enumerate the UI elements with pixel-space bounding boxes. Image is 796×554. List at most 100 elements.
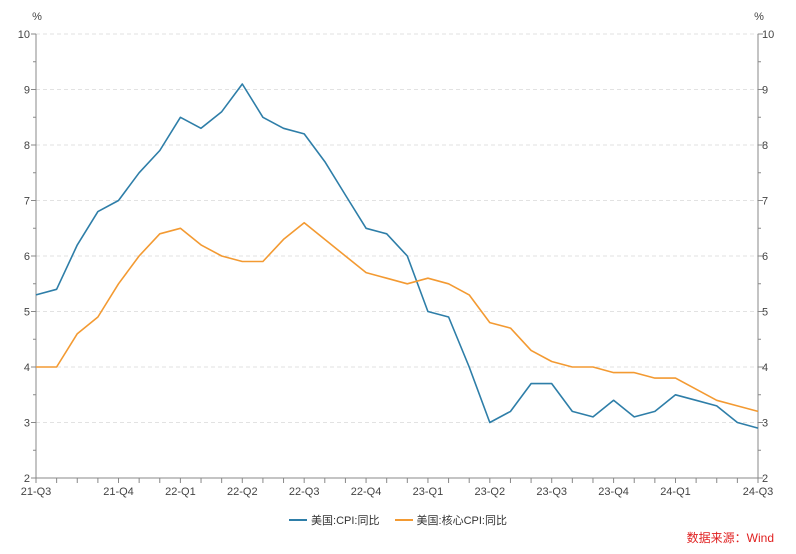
y-tick-label-right: 2 bbox=[762, 473, 768, 485]
x-tick-label: 23-Q2 bbox=[475, 486, 506, 498]
data-point bbox=[385, 232, 389, 236]
data-point bbox=[715, 404, 719, 408]
data-point bbox=[673, 393, 677, 397]
data-point bbox=[591, 415, 595, 419]
data-point bbox=[282, 126, 286, 130]
series-line-cpi bbox=[35, 83, 759, 429]
y-axis-unit-right: % bbox=[754, 11, 764, 23]
data-point bbox=[261, 260, 265, 264]
data-point bbox=[426, 310, 430, 314]
data-point bbox=[694, 398, 698, 402]
data-point bbox=[343, 254, 347, 258]
x-tick-label: 21-Q4 bbox=[103, 486, 134, 498]
x-tick-label: 22-Q1 bbox=[165, 486, 196, 498]
data-point bbox=[220, 110, 224, 114]
series-line-core-cpi bbox=[36, 221, 759, 413]
data-point bbox=[364, 226, 368, 230]
x-tick-label: 22-Q2 bbox=[227, 486, 258, 498]
data-point bbox=[653, 409, 657, 413]
data-point bbox=[488, 321, 492, 325]
data-point bbox=[199, 243, 203, 247]
x-tick-label: 22-Q4 bbox=[351, 486, 382, 498]
data-point bbox=[158, 232, 162, 236]
data-point bbox=[302, 221, 306, 225]
data-point bbox=[302, 132, 306, 136]
data-point bbox=[405, 282, 409, 286]
data-point bbox=[158, 149, 162, 153]
data-point bbox=[612, 371, 616, 375]
x-tick-label: 23-Q3 bbox=[536, 486, 567, 498]
data-point bbox=[694, 387, 698, 391]
data-point bbox=[508, 326, 512, 330]
data-point bbox=[117, 199, 121, 203]
x-tick-label: 22-Q3 bbox=[289, 486, 320, 498]
data-point bbox=[117, 282, 121, 286]
x-tick-label: 23-Q1 bbox=[413, 486, 444, 498]
y-tick-label-left: 6 bbox=[24, 251, 30, 263]
data-point bbox=[96, 315, 100, 319]
y-tick-label-right: 7 bbox=[762, 196, 768, 208]
legend-item-cpi[interactable]: 美国:CPI:同比 bbox=[289, 512, 379, 528]
data-point bbox=[75, 332, 79, 336]
data-point bbox=[467, 293, 471, 297]
data-point bbox=[426, 276, 430, 280]
data-point bbox=[529, 348, 533, 352]
y-tick-label-left: 2 bbox=[24, 473, 30, 485]
y-tick-label-right: 6 bbox=[762, 251, 768, 263]
y-tick-label-left: 8 bbox=[24, 140, 30, 152]
data-point bbox=[34, 365, 38, 369]
legend-label-core-cpi: 美国:核心CPI:同比 bbox=[416, 515, 507, 527]
y-tick-label-left: 7 bbox=[24, 196, 30, 208]
y-tick-label-right: 3 bbox=[762, 418, 768, 430]
data-point bbox=[55, 287, 59, 291]
data-point bbox=[467, 365, 471, 369]
data-point bbox=[735, 404, 739, 408]
data-point bbox=[240, 82, 244, 86]
data-point bbox=[199, 126, 203, 130]
legend-label-cpi: 美国:CPI:同比 bbox=[311, 515, 380, 527]
data-point bbox=[220, 254, 224, 258]
data-point bbox=[447, 315, 451, 319]
y-tick-label-left: 10 bbox=[18, 29, 30, 41]
x-tick-label: 21-Q3 bbox=[21, 486, 52, 498]
legend-swatch-core-cpi bbox=[394, 519, 413, 521]
data-point bbox=[673, 376, 677, 380]
data-point bbox=[343, 193, 347, 197]
data-point bbox=[756, 409, 760, 413]
data-point bbox=[715, 398, 719, 402]
data-point bbox=[488, 421, 492, 425]
data-point bbox=[137, 171, 141, 175]
data-point bbox=[550, 382, 554, 386]
legend-swatch-cpi bbox=[289, 519, 308, 521]
legend-item-core-cpi[interactable]: 美国:核心CPI:同比 bbox=[394, 512, 507, 528]
y-tick-label-right: 5 bbox=[762, 307, 768, 319]
y-axis-unit-left: % bbox=[32, 11, 42, 23]
data-point bbox=[178, 115, 182, 119]
data-point bbox=[612, 398, 616, 402]
data-point bbox=[282, 237, 286, 241]
y-tick-label-left: 3 bbox=[24, 418, 30, 430]
data-point bbox=[137, 254, 141, 258]
y-tick-label-left: 4 bbox=[24, 362, 30, 374]
y-tick-label-right: 9 bbox=[762, 85, 768, 97]
line-chart: 2 2 3 3 4 4 5 5 6 6 7 7 8 8 9 9 10 10% % 21-Q3 21-Q4 22-Q1 22-… bbox=[18, 11, 775, 498]
data-point bbox=[550, 359, 554, 363]
data-point bbox=[632, 415, 636, 419]
y-tick-label-left: 9 bbox=[24, 85, 30, 97]
data-point bbox=[508, 409, 512, 413]
data-source: 数据来源：Wind bbox=[686, 531, 774, 545]
data-point bbox=[323, 237, 327, 241]
data-point bbox=[385, 276, 389, 280]
data-point bbox=[405, 254, 409, 258]
data-point bbox=[34, 293, 38, 297]
data-point bbox=[178, 226, 182, 230]
legend: 美国:CPI:同比 美国:核心CPI:同比 bbox=[0, 512, 796, 528]
data-point bbox=[591, 365, 595, 369]
data-point bbox=[653, 376, 657, 380]
data-point bbox=[570, 365, 574, 369]
data-point bbox=[529, 382, 533, 386]
data-point bbox=[447, 282, 451, 286]
data-point bbox=[323, 160, 327, 164]
y-tick-label-right: 10 bbox=[762, 29, 774, 41]
